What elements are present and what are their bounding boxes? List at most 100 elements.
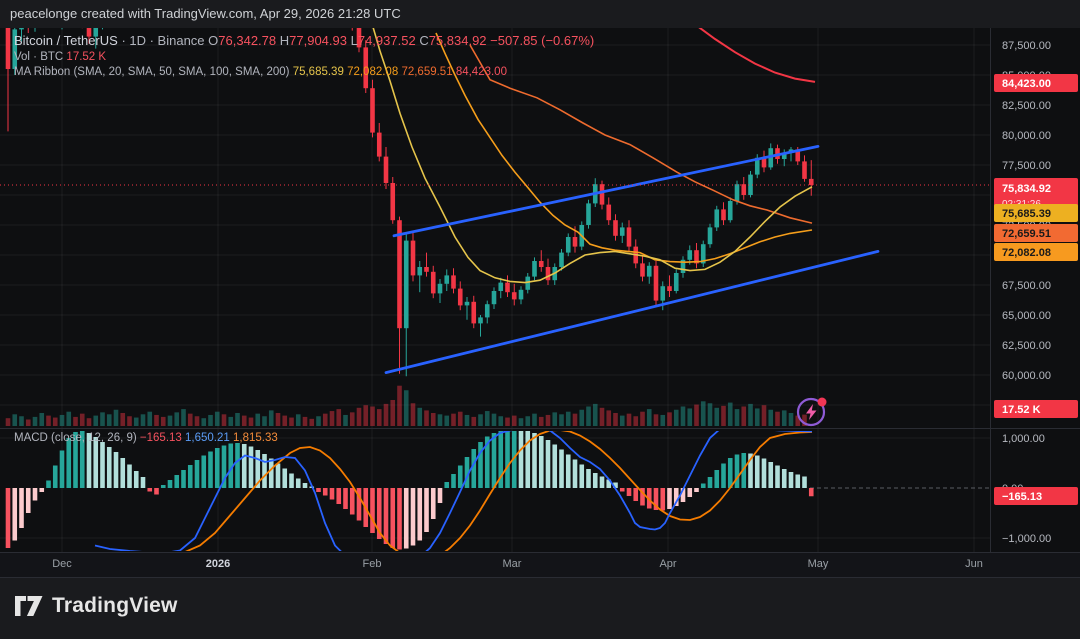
svg-text:75,834.92: 75,834.92	[1002, 183, 1051, 195]
candle	[538, 261, 544, 267]
legend-ma-ribbon-row[interactable]: MA Ribbon (SMA, 20, SMA, 50, SMA, 100, S…	[14, 66, 594, 78]
candle	[363, 47, 369, 89]
svg-text:62,500.00: 62,500.00	[1002, 340, 1051, 352]
price-scale[interactable]: 87,500.0085,000.0082,500.0080,000.0077,5…	[994, 40, 1078, 545]
candle	[707, 227, 713, 245]
time-axis-label: Feb	[362, 558, 382, 570]
candle	[478, 317, 483, 324]
candle	[93, 28, 99, 37]
candle	[721, 209, 726, 221]
channel-lower-line	[384, 250, 880, 374]
macd-signal-line	[185, 431, 813, 551]
candle	[383, 156, 389, 183]
candle	[781, 153, 787, 159]
tradingview-logo[interactable]: TradingView	[14, 593, 178, 619]
candle	[741, 184, 747, 195]
svg-text:60,000.00: 60,000.00	[1002, 370, 1051, 382]
low-value: 74,937.52	[357, 33, 416, 48]
candle	[680, 259, 686, 273]
candle	[424, 267, 429, 272]
candle	[471, 301, 477, 324]
axis-badge: 72,659.51	[994, 224, 1078, 242]
candle	[619, 227, 625, 236]
candle	[12, 29, 18, 69]
candle	[19, 28, 24, 30]
ma-ribbon-label: MA Ribbon (SMA, 20, SMA, 50, SMA, 100, S…	[14, 66, 290, 78]
svg-text:72,082.08: 72,082.08	[1002, 247, 1051, 259]
svg-text:77,500.00: 77,500.00	[1002, 160, 1051, 172]
candle	[417, 267, 423, 276]
svg-text:67,500.00: 67,500.00	[1002, 280, 1051, 292]
candle	[525, 276, 531, 290]
candle	[640, 263, 645, 277]
candle	[505, 282, 510, 293]
candle	[586, 203, 591, 225]
svg-text:−165.13: −165.13	[1002, 491, 1042, 503]
candle	[626, 227, 632, 247]
svg-text:17.52 K: 17.52 K	[1002, 404, 1041, 416]
high-label: H	[279, 33, 290, 48]
instant-trade-button[interactable]	[795, 394, 829, 428]
time-axis[interactable]: Dec 2026 Feb Mar Apr May Jun	[0, 552, 1080, 578]
ma-ribbon-layer	[372, 28, 816, 284]
candle	[613, 220, 618, 236]
candle	[754, 157, 760, 175]
chart-area[interactable]: 87,500.0085,000.0082,500.0080,000.0077,5…	[0, 28, 1080, 552]
candle	[484, 304, 490, 318]
sma20-line	[372, 28, 813, 284]
candle	[727, 201, 733, 221]
svg-text:75,685.39: 75,685.39	[1002, 208, 1051, 220]
candle	[802, 161, 807, 179]
candle	[437, 283, 443, 294]
price-pane[interactable]	[0, 28, 990, 426]
candle	[714, 209, 720, 228]
macd-signal-value: 1,815.33	[232, 432, 278, 444]
symbol-meta: · 1D · Binance	[121, 33, 205, 48]
candle	[673, 273, 679, 291]
axis-badge: 72,082.08	[994, 243, 1078, 261]
lightning-icon	[806, 404, 817, 420]
attribution-bar: peacelonge created with TradingView.com,…	[0, 0, 1080, 28]
candle	[761, 157, 767, 168]
candle	[491, 291, 497, 305]
symbol-name: Bitcoin / TetherUS	[14, 33, 118, 48]
macd-hist-value: −165.13	[139, 432, 182, 444]
candle	[511, 292, 517, 300]
svg-text:82,500.00: 82,500.00	[1002, 100, 1051, 112]
axis-badge: −165.13	[994, 487, 1078, 505]
svg-text:80,000.00: 80,000.00	[1002, 130, 1051, 142]
chart-canvas[interactable]: 87,500.0085,000.0082,500.0080,000.0077,5…	[0, 28, 1080, 552]
macd-histogram	[5, 431, 814, 550]
sma20-value: 75,685.39	[292, 66, 344, 78]
quick-btn-circle	[796, 397, 826, 427]
svg-text:72,659.51: 72,659.51	[1002, 228, 1051, 240]
candle	[646, 265, 652, 277]
candle	[599, 184, 605, 205]
macd-pane[interactable]	[5, 427, 990, 553]
axis-badge: 17.52 K	[994, 400, 1078, 418]
open-label: O	[208, 33, 219, 48]
svg-text:84,423.00: 84,423.00	[1002, 78, 1051, 90]
macd-line-value: 1,650.21	[185, 432, 230, 444]
legend-volume-row[interactable]: Vol · BTC 17.52 K	[14, 51, 594, 63]
sma200-value: 84,423.00	[455, 66, 507, 78]
candle	[498, 282, 504, 291]
tradingview-logo-icon	[15, 596, 43, 616]
volume-label: Vol · BTC	[14, 51, 64, 63]
candle	[700, 244, 706, 264]
candle	[768, 148, 774, 168]
macd-legend-row[interactable]: MACD (close, 12, 26, 9) −165.13 1,650.21…	[14, 432, 278, 444]
sma50-value: 72,082.08	[347, 66, 399, 78]
legend-symbol-row[interactable]: Bitcoin / TetherUS · 1D · Binance O76,34…	[14, 33, 594, 48]
time-axis-label: Jun	[965, 558, 983, 570]
candle	[667, 286, 672, 291]
trend-channel[interactable]	[384, 145, 880, 374]
candle	[457, 288, 463, 306]
candle	[403, 240, 409, 329]
high-value: 77,904.93	[289, 33, 347, 48]
candle	[397, 220, 402, 329]
sma200-line	[698, 28, 816, 83]
axis-badge: 75,685.39	[994, 204, 1078, 222]
low-label: L	[350, 33, 358, 48]
candle	[5, 28, 11, 69]
